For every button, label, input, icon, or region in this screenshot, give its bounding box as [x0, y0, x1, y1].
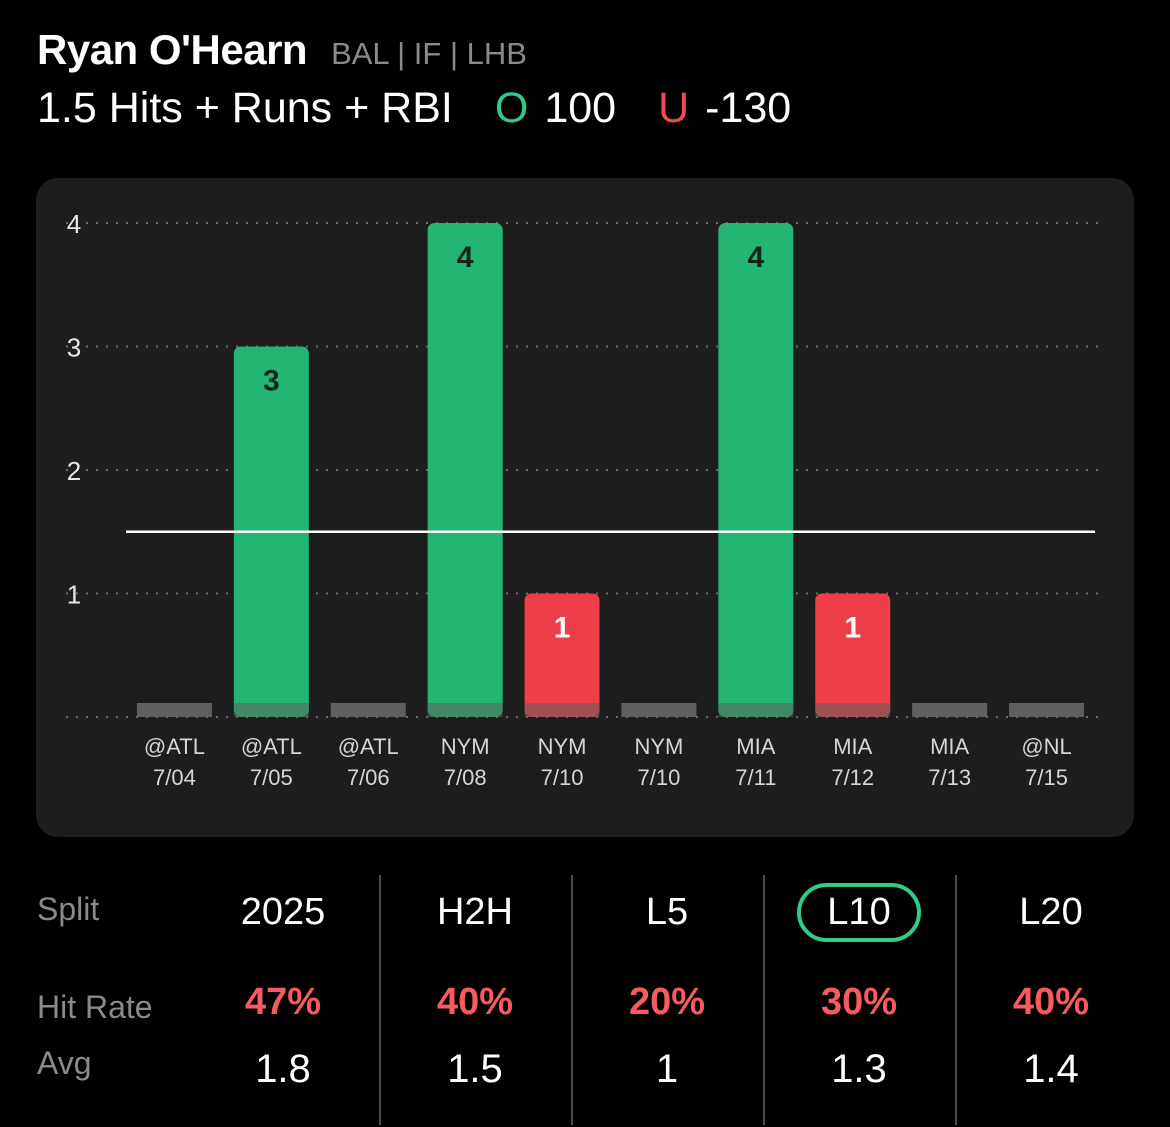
bar-value-label: 3 — [263, 365, 280, 398]
chart-card: 1 2 3 4 @ATL 7/04 3 @ATL 7/05 @ATL 7/06 4 NYM 7/08 1 NY… — [36, 178, 1134, 837]
x-tick-opponent: NYM — [441, 734, 490, 759]
x-tick-opponent: @NL — [1021, 734, 1071, 759]
header: Ryan O'Hearn BAL | IF | LHB 1.5 Hits + R… — [37, 26, 791, 133]
over-key: O — [494, 84, 529, 132]
prop-row: 1.5 Hits + Runs + RBI O 100 U -130 — [37, 84, 791, 133]
avg-value: 1 — [655, 1047, 679, 1091]
hit-rate-value: 20% — [628, 981, 706, 1023]
split-tab-label: 2025 — [240, 891, 326, 933]
x-tick-opponent: @ATL — [241, 734, 302, 759]
x-tick-opponent: @ATL — [338, 734, 399, 759]
avg-value: 1.4 — [1023, 1047, 1079, 1091]
split-column-l10[interactable]: L10 30% 1.3 — [764, 855, 954, 1127]
split-column-h2h[interactable]: H2H 40% 1.5 — [380, 855, 570, 1127]
x-tick-date: 7/13 — [928, 765, 971, 790]
bar-value-label: 4 — [457, 241, 474, 274]
bar — [815, 593, 891, 717]
bar-value-label: 1 — [554, 612, 571, 645]
x-tick-date: 7/15 — [1025, 765, 1068, 790]
bar-value-label: 4 — [748, 241, 765, 274]
bar-base — [330, 703, 406, 717]
bar-base — [233, 703, 309, 717]
hit-rate-value: 47% — [244, 981, 322, 1023]
split-tab[interactable]: L10 — [764, 883, 954, 942]
bar-base — [815, 703, 891, 717]
player-name: Ryan O'Hearn — [37, 26, 308, 73]
split-tab-label: H2H — [436, 891, 514, 933]
x-tick-date: 7/10 — [541, 765, 584, 790]
x-tick-date: 7/11 — [735, 765, 776, 790]
split-tab-label: L5 — [645, 891, 689, 933]
splits-table: Split Hit Rate Avg 2025 47% 1.8 H2H 40% 1.5 L5… — [0, 855, 1170, 1127]
x-tick-date: 7/05 — [250, 765, 293, 790]
split-tab[interactable]: L20 — [956, 883, 1146, 942]
x-tick-date: 7/10 — [638, 765, 681, 790]
x-tick-opponent: NYM — [635, 734, 684, 759]
column-divider — [571, 875, 573, 1125]
bar-base — [1009, 703, 1085, 717]
y-tick-label: 3 — [67, 333, 81, 363]
hit-rate-value: 40% — [1012, 981, 1090, 1023]
bar-base — [524, 703, 600, 717]
under-key: U — [658, 84, 690, 132]
avg-row-label: Avg — [37, 1045, 92, 1081]
bar — [718, 223, 794, 717]
bar-base — [718, 703, 794, 717]
x-tick-opponent: @ATL — [144, 734, 205, 759]
split-column-l5[interactable]: L5 20% 1 — [572, 855, 762, 1127]
x-tick-date: 7/06 — [347, 765, 390, 790]
y-tick-label: 2 — [67, 456, 81, 486]
avg-value: 1.5 — [447, 1047, 503, 1091]
column-divider — [379, 875, 381, 1125]
split-row-label: Split — [37, 891, 100, 927]
hit-rate-value: 30% — [820, 981, 898, 1023]
bar-base — [912, 703, 988, 717]
hit-rate-row-label: Hit Rate — [37, 989, 153, 1025]
bar — [427, 223, 503, 717]
x-tick-date: 7/12 — [831, 765, 874, 790]
x-tick-opponent: MIA — [736, 734, 775, 759]
bar-base — [136, 703, 212, 717]
x-tick-opponent: MIA — [833, 734, 872, 759]
over-odds: 100 — [544, 84, 617, 132]
column-divider — [763, 875, 765, 1125]
avg-value: 1.3 — [831, 1047, 887, 1091]
y-tick-label: 1 — [67, 580, 81, 610]
x-tick-opponent: MIA — [930, 734, 969, 759]
player-meta: BAL | IF | LHB — [331, 36, 527, 71]
split-tab[interactable]: L5 — [572, 883, 762, 942]
x-tick-date: 7/04 — [153, 765, 196, 790]
bar-base — [427, 703, 503, 717]
split-column-2025[interactable]: 2025 47% 1.8 — [188, 855, 378, 1127]
bar-chart: 1 2 3 4 @ATL 7/04 3 @ATL 7/05 @ATL 7/06 4 NYM 7/08 1 NY… — [66, 209, 1106, 790]
bar-value-label: 1 — [844, 612, 861, 645]
split-tab-label: L10 — [797, 883, 921, 942]
avg-value: 1.8 — [255, 1047, 311, 1091]
split-tab-label: L20 — [1019, 891, 1083, 933]
player-name-row: Ryan O'Hearn BAL | IF | LHB — [37, 26, 791, 74]
prop-label: 1.5 Hits + Runs + RBI — [37, 84, 453, 132]
bar — [524, 593, 600, 717]
split-column-l20[interactable]: L20 40% 1.4 — [956, 855, 1146, 1127]
under-odds: -130 — [705, 84, 792, 132]
hit-rate-value: 40% — [436, 981, 514, 1023]
split-tab[interactable]: H2H — [380, 883, 570, 942]
bar-base — [621, 703, 697, 717]
x-tick-date: 7/08 — [444, 765, 487, 790]
x-tick-opponent: NYM — [538, 734, 587, 759]
column-divider — [955, 875, 957, 1125]
split-tab[interactable]: 2025 — [188, 883, 378, 942]
y-tick-label: 4 — [67, 209, 81, 239]
